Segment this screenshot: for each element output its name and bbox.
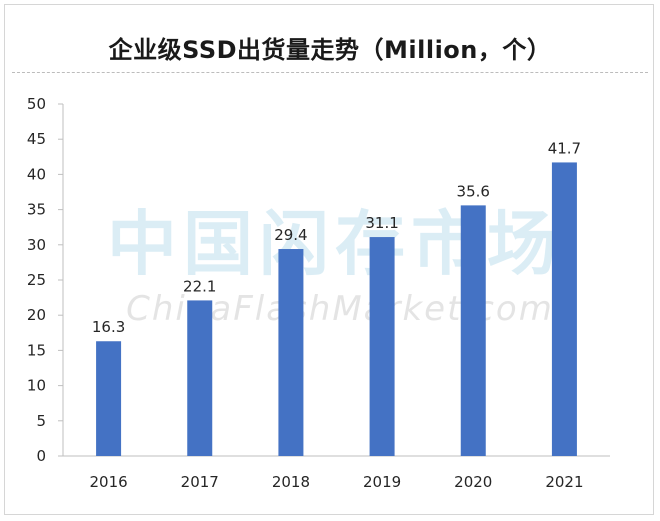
data-label-2016: 16.3 xyxy=(92,318,125,336)
y-tick-label: 20 xyxy=(27,306,46,324)
y-tick-label: 5 xyxy=(36,412,46,430)
y-tick-label: 30 xyxy=(27,236,46,254)
y-tick-label: 50 xyxy=(27,95,46,113)
x-tick-label-2021: 2021 xyxy=(545,473,583,491)
data-label-2018: 29.4 xyxy=(274,226,307,244)
data-label-2020: 35.6 xyxy=(457,182,490,200)
x-tick-label-2020: 2020 xyxy=(454,473,492,491)
bars xyxy=(96,162,577,456)
y-tick-labels: 0 5 10 15 20 25 30 35 40 45 50 xyxy=(27,95,63,465)
y-tick-label: 25 xyxy=(27,271,46,289)
watermark: 中国闪存市场 ChinaFlashMarket.com xyxy=(107,203,563,329)
bar-2018 xyxy=(278,249,304,456)
bar-2017 xyxy=(187,300,213,456)
y-tick-label: 45 xyxy=(27,130,46,148)
title-divider xyxy=(12,72,648,73)
data-label-2021: 41.7 xyxy=(548,139,581,157)
x-tick-label-2018: 2018 xyxy=(272,473,310,491)
x-tick-labels: 2016 2017 2018 2019 2020 2021 xyxy=(89,473,583,491)
y-tick-label: 10 xyxy=(27,377,46,395)
bar-2019 xyxy=(369,237,395,456)
y-tick-label: 0 xyxy=(36,447,46,465)
data-label-2017: 22.1 xyxy=(183,277,216,295)
data-labels: 16.3 22.1 29.4 31.1 35.6 41.7 xyxy=(92,139,581,336)
watermark-cn: 中国闪存市场 xyxy=(107,203,563,285)
bar-2021 xyxy=(551,162,577,456)
bar-2016 xyxy=(96,341,122,456)
x-tick-label-2016: 2016 xyxy=(89,473,127,491)
chart-title: 企业级SSD出货量走势（Million，个） xyxy=(108,36,552,64)
bar-2020 xyxy=(460,205,486,456)
data-label-2019: 31.1 xyxy=(365,214,398,232)
x-tick-label-2017: 2017 xyxy=(181,473,219,491)
y-tick-label: 15 xyxy=(27,341,46,359)
y-tick-label: 35 xyxy=(27,201,46,219)
x-tick-label-2019: 2019 xyxy=(363,473,401,491)
y-tick-label: 40 xyxy=(27,165,46,183)
